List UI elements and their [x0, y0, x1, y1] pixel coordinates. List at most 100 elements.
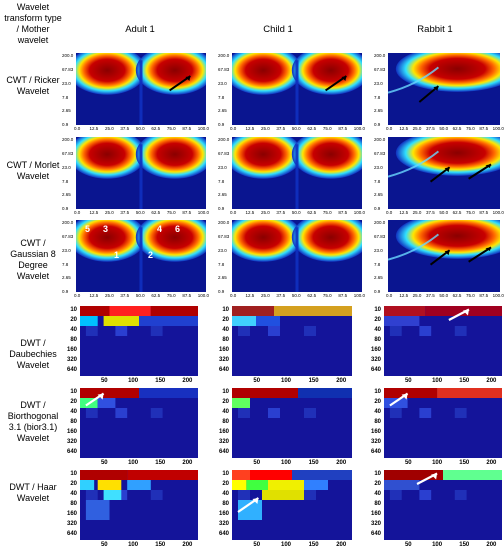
column-header-rabbit: Rabbit 1	[417, 24, 453, 35]
cwt-x-tick: 25.0	[412, 126, 422, 131]
cwt-y-tick: 0.9	[62, 122, 69, 128]
cwt-y-tick: 67.83	[218, 150, 230, 156]
cwt-y-tick: 67.83	[374, 233, 386, 239]
cwt-x-tick: 62.5	[151, 210, 161, 215]
cwt-x-tick: 100.0	[197, 293, 210, 298]
cwt-y-tick: 2.65	[62, 275, 71, 281]
dwt-x-tick: 200	[486, 542, 497, 548]
cwt-x-tick: 62.5	[452, 126, 462, 131]
cwt-x-tick: 62.5	[307, 210, 317, 215]
cwt-x-tick: 50.0	[291, 126, 301, 131]
cwt-y-tick: 7.8	[374, 94, 381, 100]
cwt-y-tick: 67.83	[374, 150, 386, 156]
cwt-x-tick: 87.5	[338, 210, 348, 215]
cwt-x-tick: 50.0	[291, 293, 301, 298]
cwt-x-tick: 12.5	[89, 293, 99, 298]
cwt-x-tick: 62.5	[307, 126, 317, 131]
cwt-y-tick: 2.65	[218, 192, 227, 198]
cwt-x-tick: 62.5	[151, 293, 161, 298]
dwt-y-tick: 640	[218, 531, 229, 537]
cwt-x-tick: 25.0	[104, 210, 114, 215]
dwt-y-tick: 80	[374, 501, 381, 507]
dwt-y-tick: 40	[222, 409, 229, 415]
dwt-y-tick: 320	[218, 521, 229, 527]
cwt-scalogram-2-0	[76, 220, 206, 292]
dwt-y-tick: 80	[222, 501, 229, 507]
dwt-scalogram-2-0	[80, 470, 198, 540]
dwt-y-tick: 640	[218, 367, 229, 373]
cwt-x-tick: 12.5	[399, 126, 409, 131]
dwt-x-tick: 150	[155, 460, 166, 466]
cwt-x-tick: 75.0	[166, 126, 176, 131]
cwt-y-tick: 67.83	[62, 66, 74, 72]
cwt-scalogram-0-1	[232, 53, 362, 125]
dwt-y-tick: 40	[222, 327, 229, 333]
cwt-x-tick: 62.5	[452, 293, 462, 298]
dwt-x-tick: 50	[253, 460, 261, 466]
cwt-x-tick: 50.0	[135, 210, 145, 215]
dwt-x-tick: 150	[459, 460, 470, 466]
dwt-scalogram-0-2	[384, 306, 502, 376]
cwt-x-tick: 100.0	[492, 126, 504, 131]
dwt-y-tick: 160	[370, 511, 381, 517]
dwt-y-tick: 160	[218, 347, 229, 353]
cwt-x-tick: 87.5	[182, 210, 192, 215]
cwt-x-tick: 0.0	[386, 210, 393, 215]
dwt-y-tick: 20	[374, 317, 381, 323]
dwt-y-tick: 320	[66, 357, 77, 363]
dwt-scalogram-2-1	[232, 470, 352, 540]
dwt-y-tick: 160	[66, 347, 77, 353]
dwt-x-tick: 100	[281, 460, 292, 466]
cwt-y-tick: 7.8	[62, 178, 69, 184]
cwt-x-tick: 87.5	[182, 293, 192, 298]
cwt-y-tick: 23.0	[374, 164, 383, 170]
cwt-x-tick: 100.0	[353, 126, 366, 131]
dwt-y-tick: 640	[370, 531, 381, 537]
cwt-y-tick: 200.0	[218, 220, 230, 225]
cwt-y-tick: 0.9	[218, 289, 225, 295]
row-label-morlet: CWT / Morlet Wavelet	[6, 160, 60, 181]
cwt-y-tick: 2.65	[374, 192, 383, 198]
dwt-y-tick: 20	[70, 481, 77, 487]
cwt-y-tick: 200.0	[62, 137, 74, 142]
dwt-y-tick: 160	[218, 429, 229, 435]
cwt-x-tick: 100.0	[492, 293, 504, 298]
cwt-x-tick: 12.5	[89, 210, 99, 215]
cwt-x-tick: 0.0	[74, 126, 81, 131]
dwt-x-tick: 150	[459, 542, 470, 548]
region-label-5: 5	[85, 224, 91, 234]
dwt-y-tick: 20	[70, 317, 77, 323]
dwt-x-tick: 200	[486, 378, 497, 384]
row-label-ricker: CWT / Ricker Wavelet	[6, 75, 60, 96]
dwt-y-tick: 80	[222, 419, 229, 425]
cwt-x-tick: 25.0	[412, 210, 422, 215]
dwt-x-tick: 50	[100, 378, 108, 384]
cwt-y-tick: 23.0	[62, 164, 71, 170]
dwt-y-tick: 320	[370, 521, 381, 527]
cwt-y-tick: 7.8	[218, 261, 225, 267]
cwt-x-tick: 75.0	[322, 210, 332, 215]
dwt-y-tick: 320	[66, 521, 77, 527]
dwt-y-tick: 640	[370, 367, 381, 373]
dwt-x-tick: 50	[404, 542, 412, 548]
dwt-x-tick: 50	[253, 542, 261, 548]
cwt-x-tick: 87.5	[182, 126, 192, 131]
cwt-y-tick: 23.0	[62, 247, 71, 253]
dwt-y-tick: 640	[66, 449, 77, 455]
cwt-y-tick: 7.8	[374, 261, 381, 267]
dwt-y-tick: 40	[70, 409, 77, 415]
cwt-y-tick: 2.65	[374, 275, 383, 281]
dwt-x-tick: 100	[432, 378, 443, 384]
cwt-y-tick: 200.0	[218, 53, 230, 58]
cwt-y-tick: 67.83	[218, 66, 230, 72]
cwt-x-tick: 0.0	[386, 293, 393, 298]
cwt-x-tick: 37.5	[120, 293, 130, 298]
dwt-y-tick: 10	[374, 471, 381, 477]
dwt-y-tick: 40	[70, 327, 77, 333]
dwt-y-tick: 160	[66, 429, 77, 435]
row-label-daubechies: DWT / Daubechies Wavelet	[9, 338, 57, 370]
dwt-y-tick: 20	[222, 399, 229, 405]
cwt-y-tick: 7.8	[62, 94, 69, 100]
dwt-y-tick: 80	[70, 419, 77, 425]
dwt-x-tick: 100	[281, 542, 292, 548]
